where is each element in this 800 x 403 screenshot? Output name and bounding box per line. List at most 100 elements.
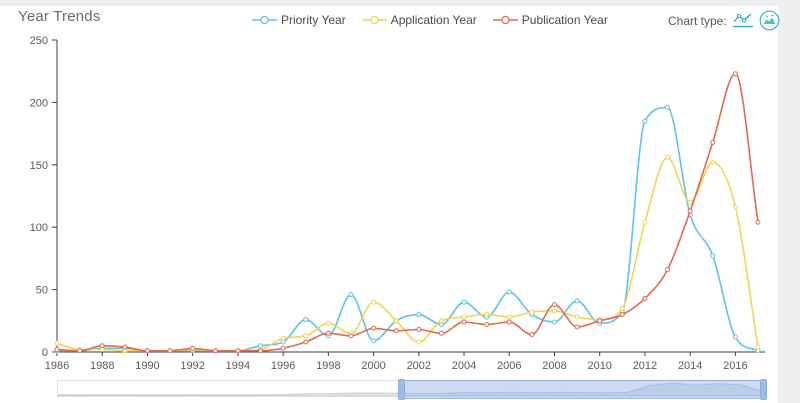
x-tick-label: 1990	[135, 360, 159, 372]
data-point	[551, 308, 557, 314]
line-chart-icon[interactable]	[732, 11, 754, 30]
data-point	[642, 118, 648, 124]
datazoom-right-handle[interactable]	[760, 379, 767, 400]
legend-marker-icon	[361, 15, 387, 25]
data-point	[732, 204, 738, 210]
data-point	[416, 312, 422, 318]
data-point	[348, 333, 354, 339]
series-line-priority-year	[56, 106, 759, 352]
data-point	[642, 295, 648, 301]
datazoom-selected-window[interactable]	[399, 380, 764, 399]
x-tick-label: 1988	[90, 360, 114, 372]
legend-item-priority-year[interactable]: Priority Year	[252, 13, 346, 27]
data-point	[167, 348, 173, 354]
data-point	[303, 333, 309, 339]
y-tick-label: 50	[36, 285, 48, 297]
y-tick-label: 250	[30, 35, 48, 47]
x-tick-label: 1998	[316, 360, 340, 372]
x-tick-label: 2010	[587, 360, 611, 372]
data-point	[619, 312, 625, 318]
y-tick-label: 200	[30, 97, 48, 109]
chart-legend: Priority Year Application Year Publication…	[252, 13, 608, 27]
y-tick-label: 150	[30, 160, 48, 172]
x-tick-label: 2002	[407, 360, 431, 372]
data-point	[574, 324, 580, 330]
data-point	[303, 317, 309, 323]
x-tick-label: 1994	[226, 360, 250, 372]
legend-marker-icon	[252, 15, 277, 25]
data-point	[144, 348, 150, 354]
series-line-application-year	[56, 156, 759, 352]
data-point	[506, 314, 512, 320]
datazoom-data-shadow	[58, 382, 764, 396]
data-point	[348, 292, 354, 298]
data-point	[732, 334, 738, 340]
data-point	[529, 332, 535, 338]
x-tick-label: 2000	[361, 360, 385, 372]
data-point	[665, 154, 671, 160]
data-point	[551, 319, 557, 325]
data-point	[529, 309, 535, 315]
data-point	[506, 319, 512, 325]
datazoom-left-handle[interactable]	[397, 379, 405, 400]
data-point	[325, 330, 331, 336]
data-point	[506, 289, 512, 295]
data-point	[461, 314, 467, 320]
data-point	[416, 339, 422, 345]
data-point	[280, 345, 286, 351]
page-title: Year Trends	[18, 8, 101, 25]
data-point	[212, 348, 218, 354]
data-point	[665, 267, 671, 273]
x-tick-label: 2014	[678, 360, 702, 372]
data-point	[393, 318, 399, 324]
data-point	[484, 312, 490, 318]
data-point	[190, 345, 196, 351]
x-tick-label: 2004	[452, 360, 476, 372]
data-point	[416, 327, 422, 333]
data-point	[303, 339, 309, 345]
data-point	[235, 348, 241, 354]
data-point	[393, 328, 399, 334]
data-point	[438, 330, 444, 336]
data-point	[732, 71, 738, 77]
legend-item-application-year[interactable]: Application Year	[361, 13, 477, 27]
data-point	[258, 348, 264, 354]
data-point	[574, 298, 580, 304]
data-point	[710, 253, 716, 259]
data-point	[687, 199, 693, 205]
data-point	[371, 338, 377, 344]
data-point	[280, 335, 286, 341]
legend-label: Application Year	[390, 13, 477, 27]
data-point	[325, 320, 331, 326]
legend-label: Publication Year	[521, 13, 608, 27]
data-point	[642, 219, 648, 225]
y-tick-label: 100	[30, 222, 48, 234]
legend-marker-icon	[492, 15, 518, 25]
y-tick-label: 0	[42, 347, 48, 359]
chart-card	[0, 6, 778, 403]
data-point	[438, 318, 444, 324]
legend-label: Priority Year	[281, 13, 346, 27]
data-point	[77, 348, 83, 354]
data-point	[99, 343, 105, 349]
x-tick-label: 2008	[542, 360, 566, 372]
x-tick-label: 1992	[180, 360, 204, 372]
x-tick-label: 1986	[45, 360, 69, 372]
data-point	[687, 208, 693, 214]
datazoom-slider[interactable]	[57, 379, 767, 400]
data-point	[710, 139, 716, 145]
data-point	[371, 299, 377, 305]
data-point	[710, 159, 716, 165]
area-chart-circle-icon[interactable]	[759, 10, 780, 31]
data-point	[122, 344, 128, 350]
data-point	[484, 322, 490, 328]
data-point	[371, 325, 377, 331]
x-tick-label: 2016	[723, 360, 747, 372]
data-point	[665, 104, 671, 110]
x-tick-label: 1996	[271, 360, 295, 372]
legend-item-publication-year[interactable]: Publication Year	[492, 13, 608, 27]
data-point	[755, 344, 761, 350]
data-point	[755, 219, 761, 225]
data-point	[461, 299, 467, 305]
